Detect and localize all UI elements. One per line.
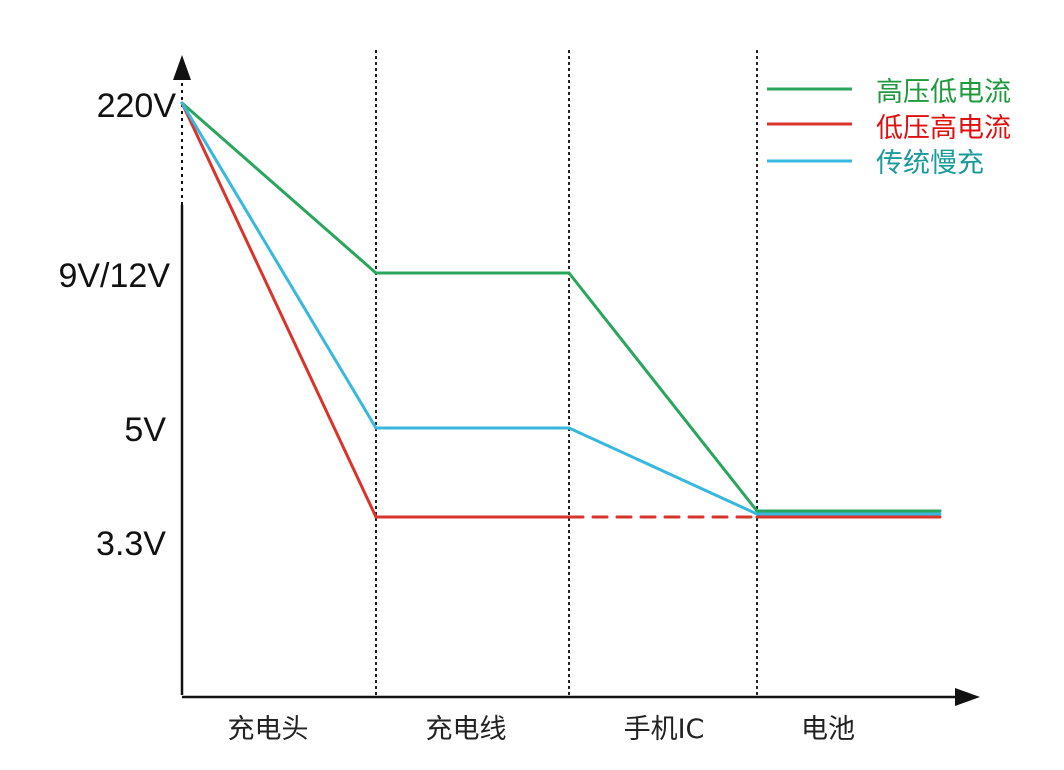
y-tick-labels: 220V 9V/12V 5V 3.3V	[58, 87, 176, 563]
legend-label-low-voltage: 低压高电流	[876, 113, 1011, 144]
x-tick-battery: 电池	[801, 714, 855, 745]
stage-separators	[375, 50, 758, 697]
y-tick-220v: 220V	[97, 87, 177, 125]
x-axis-arrow-icon	[955, 688, 980, 706]
x-tick-phone-ic: 手机IC	[624, 714, 705, 745]
x-tick-cable: 充电线	[426, 714, 507, 745]
x-tick-charger: 充电头	[228, 714, 309, 745]
legend-label-high-voltage: 高压低电流	[876, 77, 1011, 108]
series-low-voltage-segment-0	[180, 101, 378, 519]
axes	[173, 55, 980, 706]
x-tick-labels: 充电头 充电线 手机IC 电池	[228, 714, 856, 745]
legend: 高压低电流 低压高电流 传统慢充	[767, 66, 1034, 179]
legend-label-traditional: 传统慢充	[876, 148, 984, 179]
y-tick-5v: 5V	[124, 411, 166, 449]
series-layer	[180, 101, 942, 519]
y-axis-arrow-icon	[173, 55, 191, 80]
series-high-voltage-segment-2	[567, 271, 759, 513]
y-tick-9v12v: 9V/12V	[58, 257, 170, 295]
series-traditional-segment-0	[180, 101, 378, 430]
series-traditional-segment-2	[567, 426, 759, 516]
legend-background	[858, 66, 1034, 178]
y-tick-3v3: 3.3V	[96, 525, 166, 563]
series-high-voltage-segment-0	[180, 101, 378, 275]
